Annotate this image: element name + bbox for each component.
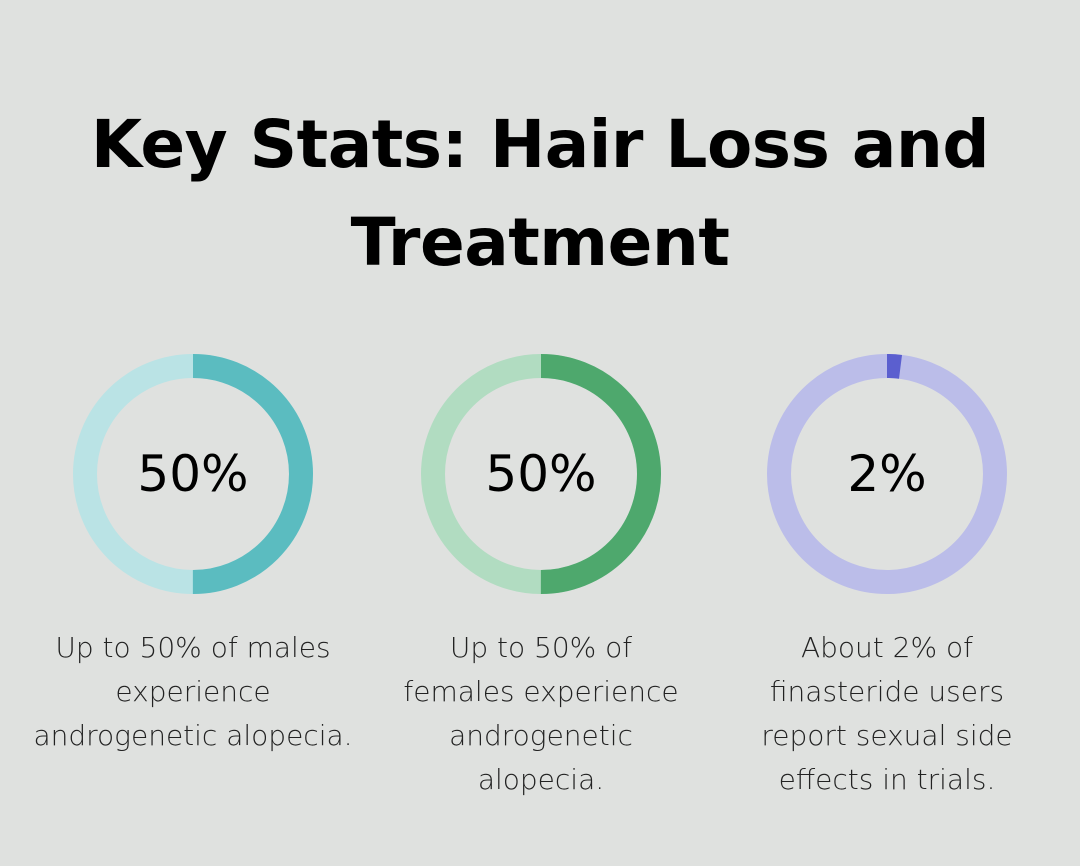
donut-value-arc: [73, 354, 313, 594]
donut-chart: [421, 354, 661, 594]
donut-chart: [73, 354, 313, 594]
stat-value: 50%: [137, 445, 249, 503]
page-title: Key Stats: Hair Loss and Treatment: [90, 106, 990, 281]
stat-value: 2%: [847, 445, 927, 503]
stat-description: About 2% of finasteride users report sex…: [761, 631, 1013, 796]
stat-description: Up to 50% of males experience androgenet…: [33, 631, 353, 752]
stat-value: 50%: [485, 445, 597, 503]
donut-value-arc: [421, 354, 661, 594]
donut-value-arc: [767, 354, 1007, 594]
stat-description: Up to 50% of females experience androgen…: [403, 631, 679, 796]
donut-chart: [767, 354, 1007, 594]
